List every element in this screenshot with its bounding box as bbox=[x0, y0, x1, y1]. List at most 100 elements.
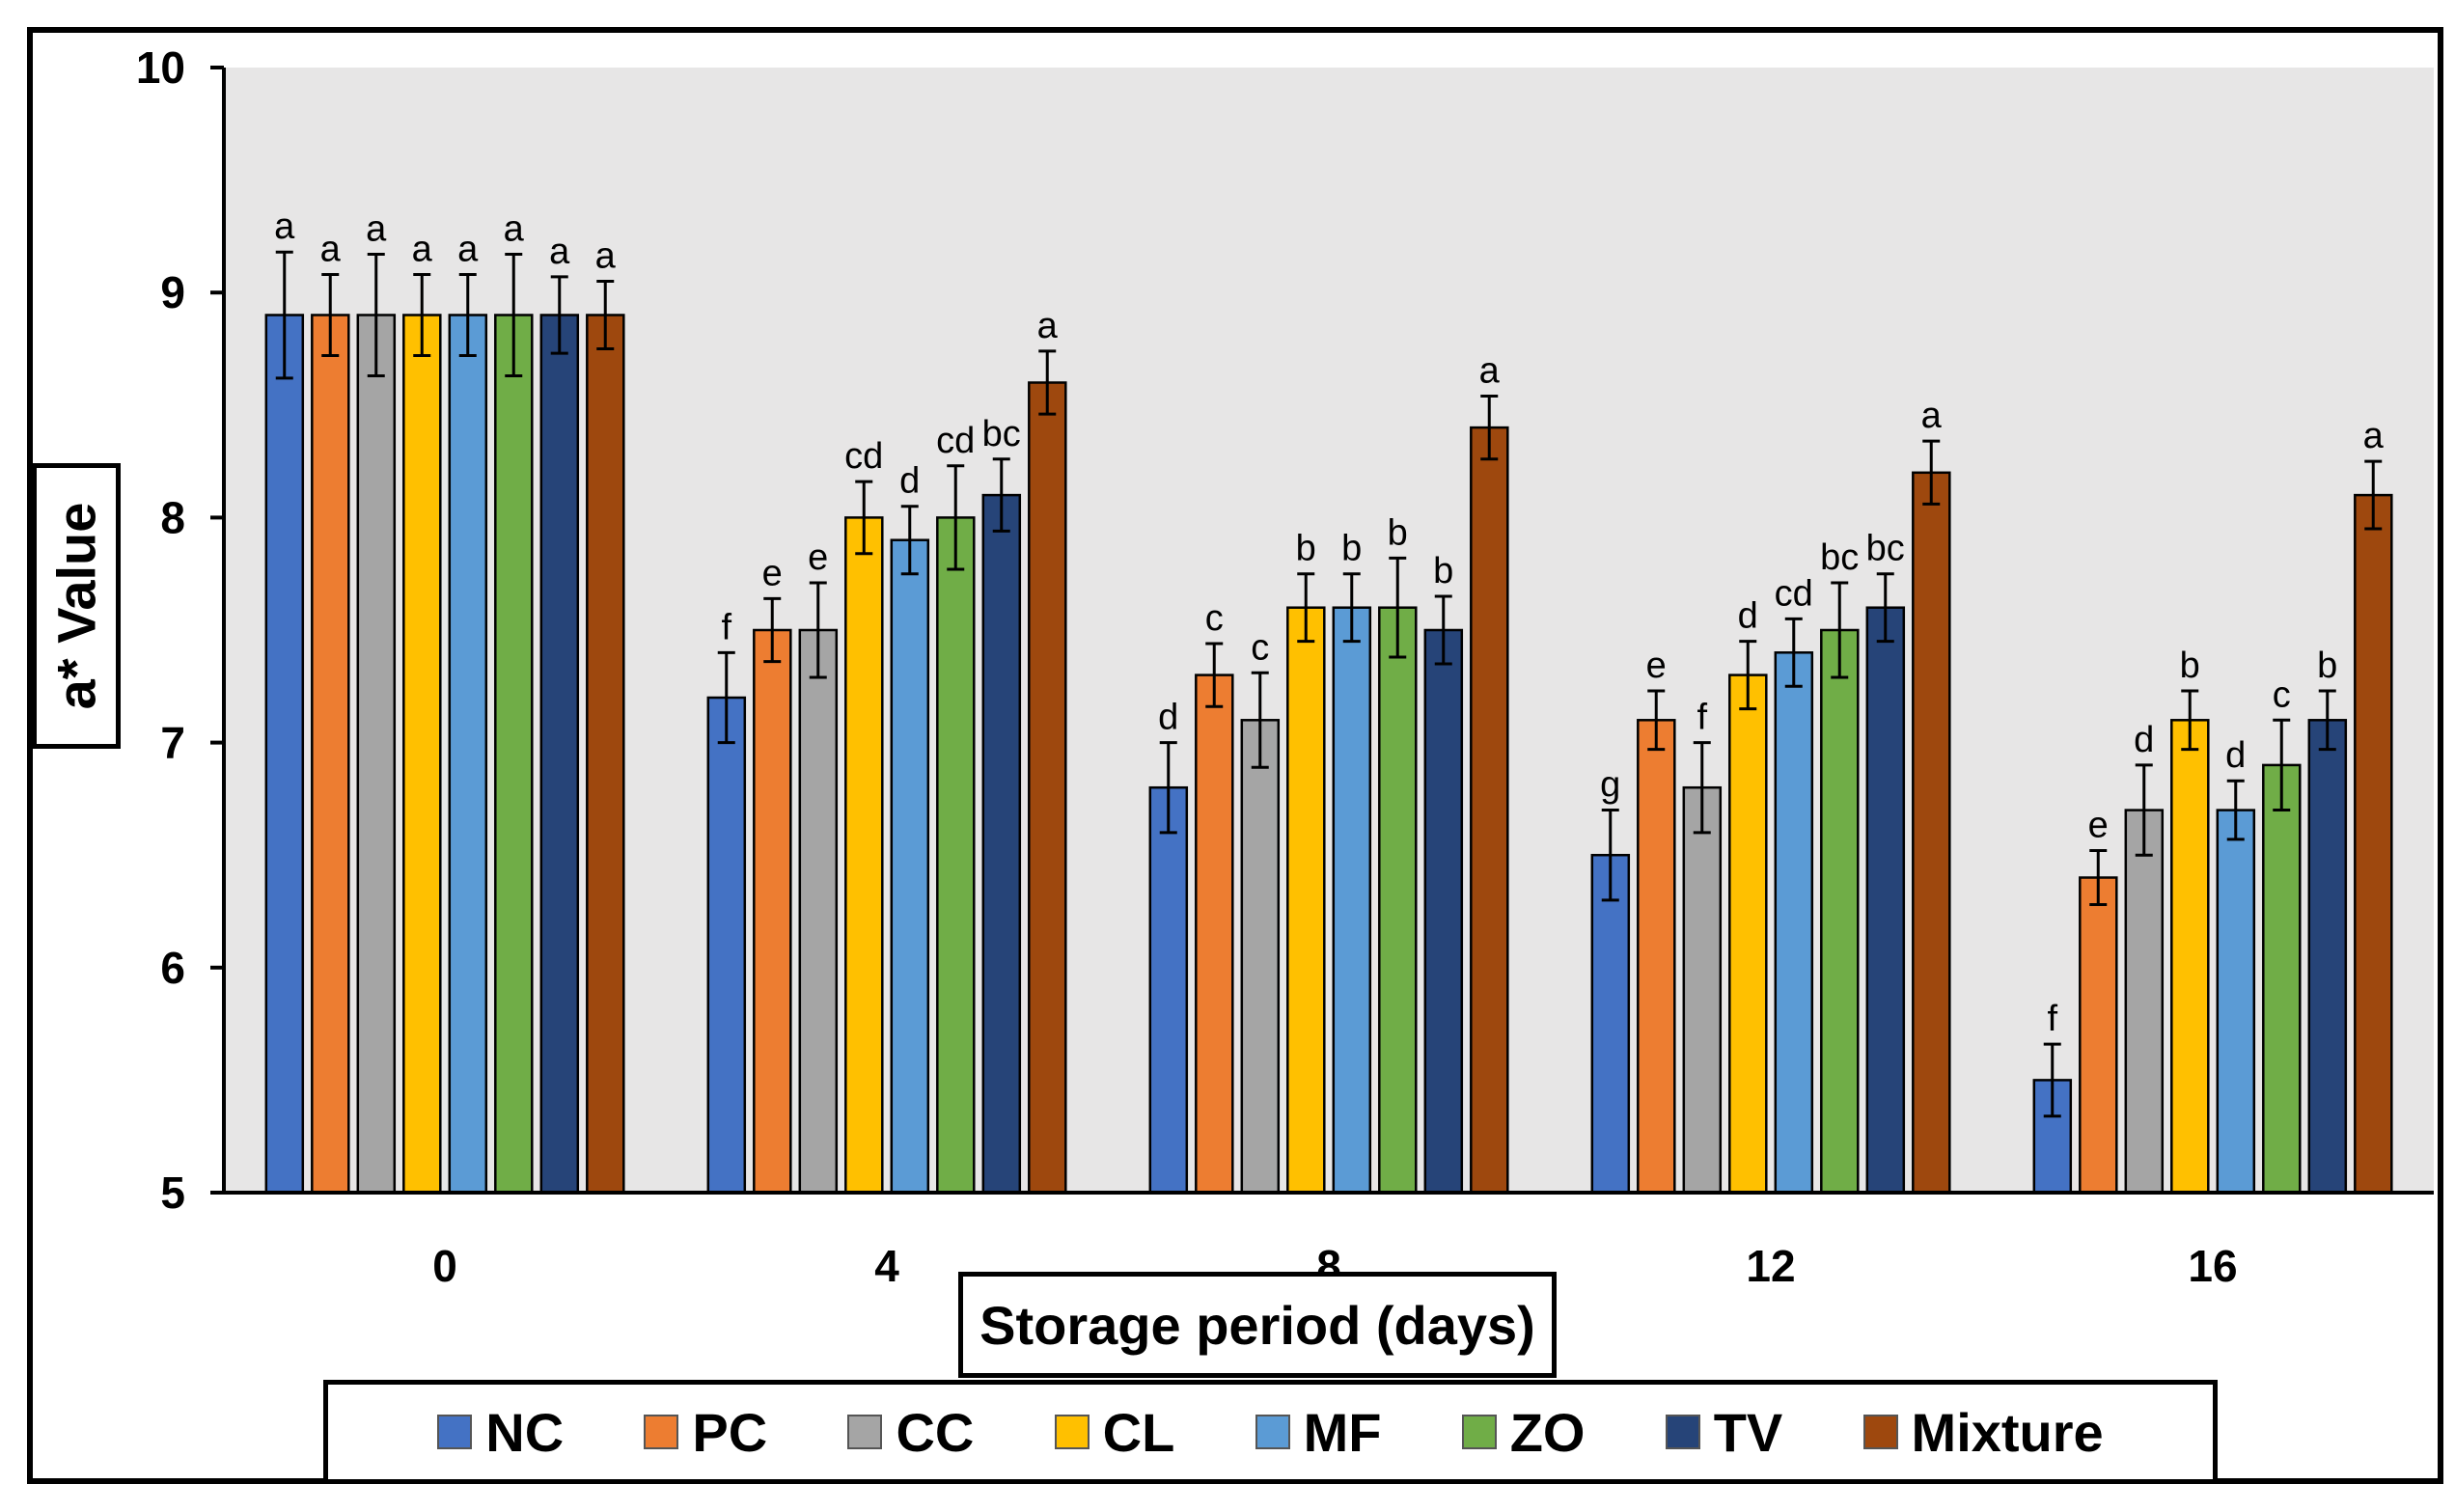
bar-mf-day-0 bbox=[448, 314, 488, 1195]
bar-mf-day-16 bbox=[2216, 809, 2256, 1195]
legend-item-cc: CC bbox=[847, 1401, 974, 1464]
legend-item-tv: TV bbox=[1665, 1401, 1783, 1464]
significance-label-pc-day-8: c bbox=[1205, 598, 1224, 639]
bar-zo-day-8 bbox=[1378, 606, 1418, 1195]
error-bar-nc-day-8 bbox=[1159, 741, 1177, 835]
y-tick-label: 8 bbox=[160, 492, 185, 542]
legend-label: CC bbox=[896, 1401, 975, 1463]
error-bar-mixture-day-4 bbox=[1038, 349, 1057, 416]
y-axis-label: a* Value bbox=[45, 502, 107, 710]
bar-mf-day-12 bbox=[1774, 651, 1814, 1195]
significance-label-mf-day-4: d bbox=[899, 461, 920, 502]
significance-label-mf-day-16: d bbox=[2225, 735, 2246, 776]
error-bar-cc-day-16 bbox=[2135, 763, 2153, 857]
significance-label-cc-day-0: a bbox=[366, 209, 387, 250]
bar-zo-day-0 bbox=[494, 314, 534, 1195]
legend-item-mixture: Mixture bbox=[1862, 1401, 2104, 1464]
significance-label-nc-day-12: g bbox=[1600, 765, 1620, 806]
significance-label-nc-day-16: f bbox=[2047, 999, 2057, 1039]
error-bar-tv-day-16 bbox=[2318, 689, 2336, 752]
error-bar-cl-day-4 bbox=[855, 480, 873, 556]
error-bar-zo-day-0 bbox=[505, 253, 523, 377]
error-bar-nc-day-12 bbox=[1601, 809, 1619, 902]
x-tick-label: 16 bbox=[2188, 1241, 2237, 1291]
y-tick-label: 6 bbox=[160, 943, 185, 993]
legend-swatch-pc bbox=[644, 1415, 679, 1449]
significance-label-nc-day-0: a bbox=[274, 206, 295, 247]
legend-item-mf: MF bbox=[1255, 1401, 1382, 1464]
significance-label-tv-day-8: b bbox=[1433, 551, 1453, 591]
significance-label-tv-day-12: bc bbox=[1866, 529, 1905, 569]
legend-swatch-mixture bbox=[1862, 1415, 1898, 1449]
bar-cl-day-0 bbox=[402, 314, 442, 1195]
error-bar-cl-day-12 bbox=[1739, 640, 1757, 711]
legend-swatch-cl bbox=[1054, 1415, 1090, 1449]
x-axis-label: Storage period (days) bbox=[979, 1294, 1535, 1356]
bar-pc-day-0 bbox=[311, 314, 350, 1195]
bar-nc-day-12 bbox=[1590, 853, 1631, 1195]
error-bar-mixture-day-16 bbox=[2364, 459, 2383, 531]
x-ticks-layer: 0 4 8 12 16 bbox=[432, 1241, 2237, 1291]
y-tick-label: 10 bbox=[136, 42, 185, 93]
y-tick-label: 5 bbox=[160, 1168, 185, 1218]
bar-mf-day-4 bbox=[890, 538, 930, 1195]
legend: NC PC CC CL MF ZO TV Mixture bbox=[323, 1380, 2218, 1484]
significance-label-tv-day-4: bc bbox=[982, 414, 1021, 454]
legend-swatch-nc bbox=[437, 1415, 473, 1449]
significance-label-pc-day-16: e bbox=[2088, 806, 2109, 846]
significance-label-zo-day-4: cd bbox=[936, 421, 975, 461]
y-ticks-layer: 5 6 7 8 9 10 bbox=[136, 42, 224, 1218]
error-bar-mf-day-4 bbox=[900, 505, 919, 576]
significance-label-cl-day-12: d bbox=[1738, 596, 1758, 637]
significance-label-tv-day-0: a bbox=[549, 232, 570, 272]
legend-label: ZO bbox=[1509, 1401, 1586, 1463]
significance-label-mf-day-0: a bbox=[457, 230, 479, 270]
legend-swatch-cc bbox=[847, 1415, 883, 1449]
error-bar-cc-day-4 bbox=[809, 581, 827, 679]
bar-pc-day-8 bbox=[1195, 674, 1234, 1195]
error-bar-tv-day-8 bbox=[1434, 594, 1452, 666]
bar-cl-day-12 bbox=[1728, 674, 1768, 1195]
error-bar-cc-day-8 bbox=[1251, 671, 1269, 769]
bar-cc-day-0 bbox=[356, 314, 397, 1195]
bar-zo-day-12 bbox=[1820, 628, 1860, 1195]
error-bar-mf-day-12 bbox=[1784, 617, 1803, 688]
error-bar-tv-day-12 bbox=[1876, 572, 1894, 644]
legend-label: MF bbox=[1303, 1401, 1382, 1463]
legend-item-zo: ZO bbox=[1461, 1401, 1586, 1464]
bar-mixture-day-8 bbox=[1470, 426, 1509, 1195]
significance-label-pc-day-0: a bbox=[320, 230, 342, 270]
significance-label-mixture-day-12: a bbox=[1921, 396, 1943, 436]
significance-label-mf-day-12: cd bbox=[1775, 573, 1813, 614]
legend-item-cl: CL bbox=[1054, 1401, 1174, 1464]
legend-label: TV bbox=[1713, 1401, 1783, 1463]
significance-label-cc-day-8: c bbox=[1251, 627, 1269, 668]
bar-pc-day-12 bbox=[1637, 719, 1676, 1195]
error-bar-mf-day-8 bbox=[1342, 572, 1361, 644]
error-bar-pc-day-12 bbox=[1647, 689, 1666, 752]
bar-mf-day-8 bbox=[1332, 606, 1372, 1195]
error-bar-cc-day-0 bbox=[367, 253, 385, 377]
bar-mixture-day-16 bbox=[2354, 493, 2393, 1195]
x-tick-label: 12 bbox=[1746, 1241, 1795, 1291]
error-bar-cc-day-12 bbox=[1693, 741, 1711, 835]
significance-label-mf-day-8: b bbox=[1341, 529, 1362, 569]
error-bar-mixture-day-12 bbox=[1922, 439, 1941, 506]
error-bar-pc-day-0 bbox=[321, 273, 340, 357]
bar-mixture-day-4 bbox=[1028, 381, 1067, 1195]
significance-label-zo-day-0: a bbox=[504, 209, 525, 250]
bar-cc-day-12 bbox=[1682, 785, 1723, 1195]
bar-nc-day-0 bbox=[264, 314, 305, 1195]
bar-cc-day-16 bbox=[2124, 809, 2165, 1195]
significance-label-mixture-day-4: a bbox=[1037, 306, 1059, 346]
legend-item-pc: PC bbox=[644, 1401, 767, 1464]
error-bar-mf-day-16 bbox=[2226, 779, 2245, 841]
error-bar-cl-day-16 bbox=[2181, 689, 2199, 752]
significance-label-cl-day-4: cd bbox=[844, 436, 883, 477]
legend-label: PC bbox=[692, 1401, 768, 1463]
legend-swatch-tv bbox=[1665, 1415, 1700, 1449]
significance-label-nc-day-8: d bbox=[1158, 698, 1178, 738]
significance-label-cc-day-4: e bbox=[808, 537, 828, 578]
